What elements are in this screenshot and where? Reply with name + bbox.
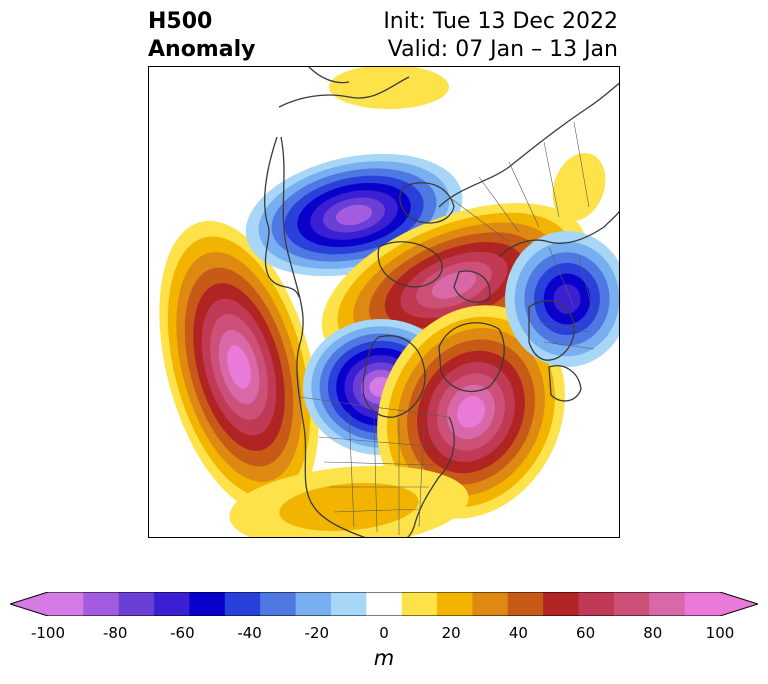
map-panel	[148, 66, 620, 538]
colorbar-bin	[649, 592, 686, 616]
contour-level	[227, 345, 251, 389]
colorbar-ticks: -100 -80 -60 -40 -20 0 20 40 60 80 100	[0, 624, 768, 644]
colorbar-tick-label: 60	[576, 624, 596, 642]
coastline-alaska	[263, 136, 300, 298]
colorbar-tick-label: 100	[705, 624, 735, 642]
colorbar-bin	[613, 592, 650, 616]
colorbar-extend-over	[720, 592, 758, 616]
colorbar-tick-label: -60	[170, 624, 195, 642]
title-variable: H500	[148, 9, 213, 34]
coastline-arctic-islands	[377, 241, 443, 288]
colorbar-bin	[83, 592, 120, 616]
anomaly-low-europe	[505, 231, 619, 367]
anomaly-high-atlantic	[377, 305, 565, 519]
coastline-europe	[528, 300, 575, 361]
anomaly-high-us-southeast	[229, 465, 469, 537]
colorbar-bin	[189, 592, 226, 616]
valid-range: Valid: 07 Jan – 13 Jan	[387, 37, 618, 62]
borders-layer	[298, 121, 595, 535]
coastline-hudson-bay	[362, 335, 426, 418]
coastlines-layer	[263, 67, 619, 537]
colorbar-bin	[295, 592, 332, 616]
coastline-greenland	[438, 322, 505, 392]
colorbar-bin	[437, 592, 473, 616]
colorbar-extend-under	[10, 592, 48, 616]
colorbar-bin	[366, 592, 403, 616]
colorbar	[10, 592, 758, 616]
colorbar-bin	[543, 592, 580, 616]
colorbar-tick-label: -20	[304, 624, 330, 642]
colorbar-bin	[401, 592, 438, 616]
colorbar-bin	[472, 592, 509, 616]
contour-level	[457, 396, 485, 428]
anomaly-high-siberia	[552, 153, 606, 221]
colorbar-tick-label: 20	[441, 624, 461, 642]
colorbar-bin	[48, 592, 84, 616]
anomaly-contours	[159, 67, 619, 537]
colorbar-tick-label: 80	[643, 624, 663, 642]
colorbar-unit: m	[373, 646, 395, 670]
colorbar-tick-label: -80	[102, 624, 128, 642]
anomaly-map	[159, 67, 619, 537]
coastline-siberia	[438, 82, 619, 208]
contour-level	[552, 153, 606, 221]
colorbar-tick-label: -40	[237, 624, 262, 642]
map-title: H500 Anomaly	[148, 8, 255, 64]
contour-level	[279, 482, 419, 532]
colorbar-bin	[507, 592, 544, 616]
coastline-us-east	[407, 416, 455, 537]
title-field: Anomaly	[148, 37, 256, 62]
colorbar-tick-label: 40	[508, 624, 528, 642]
init-date: Init: Tue 13 Dec 2022	[383, 9, 618, 34]
colorbar-bin	[118, 592, 155, 616]
contour-level	[335, 204, 373, 226]
colorbar-bin	[684, 592, 721, 616]
anomaly-high-west-coast	[159, 220, 319, 514]
coastline-east-asia	[278, 76, 410, 108]
colorbar-bin	[224, 592, 261, 616]
map-dates: Init: Tue 13 Dec 2022 Valid: 07 Jan – 13…	[383, 8, 618, 64]
colorbar-bin	[578, 592, 615, 616]
colorbar-bin	[260, 592, 297, 616]
colorbar-bin	[330, 592, 367, 616]
colorbar-tick-label: 0	[379, 624, 389, 642]
coastline-na-west	[280, 136, 366, 537]
colorbar-bin	[154, 592, 190, 616]
colorbar-tick-label: -100	[30, 624, 66, 642]
